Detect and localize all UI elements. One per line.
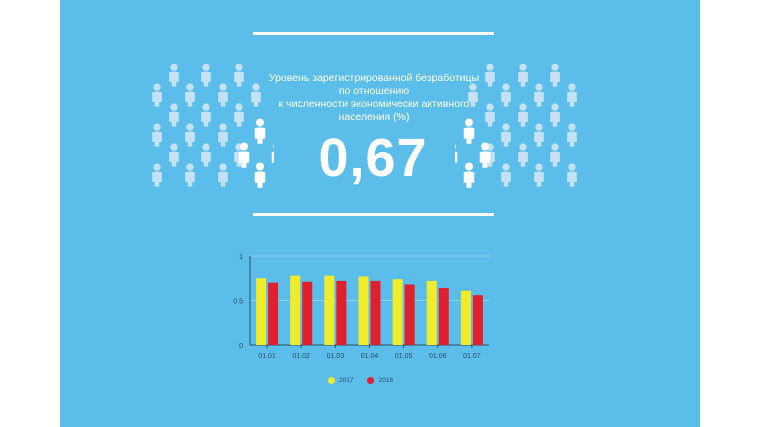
bar-2017-01.07 <box>460 290 471 345</box>
person-icon <box>254 162 266 188</box>
legend-label-2017: 2017 <box>339 376 354 384</box>
bar-2017-01.02 <box>290 275 301 345</box>
person-icon <box>234 103 244 127</box>
bar-2018-01.05 <box>404 284 415 345</box>
title-line: населения (%) <box>338 111 410 123</box>
person-icon <box>567 123 577 147</box>
person-icon <box>468 83 478 107</box>
chart-legend: 2017 2018 <box>328 374 407 386</box>
person-icon <box>567 83 577 107</box>
person-icon <box>518 103 528 127</box>
person-icon <box>152 123 162 147</box>
bar-2018-01.04 <box>370 280 381 345</box>
legend-swatch-2018 <box>367 376 375 384</box>
person-icon <box>152 83 162 107</box>
person-icon <box>169 64 179 87</box>
bar-2017-01.06 <box>426 280 437 345</box>
person-icon <box>455 143 458 163</box>
indicator-value: 0,67 <box>318 128 428 188</box>
x-tick-label: 01.02 <box>292 353 310 360</box>
person-icon <box>218 83 228 107</box>
person-icon <box>234 64 244 87</box>
x-tick-label: 01.01 <box>258 353 276 360</box>
person-icon <box>501 123 511 147</box>
person-icon <box>201 103 211 127</box>
person-icon <box>550 64 560 87</box>
bar-2017-01.05 <box>392 279 403 345</box>
person-icon <box>485 64 495 87</box>
person-icon <box>185 163 195 187</box>
person-icon <box>201 143 211 167</box>
person-icon <box>501 83 511 107</box>
legend-item-2018: 2018 <box>367 376 393 384</box>
person-icon <box>534 163 544 187</box>
person-icon <box>238 142 250 168</box>
person-icon <box>501 163 511 187</box>
title-line: Уровень зарегистрированной безработицы <box>268 72 480 84</box>
person-icon <box>534 83 544 107</box>
title-line: к численности экономически активного <box>278 98 470 110</box>
bar-2017-01.01 <box>256 278 267 345</box>
bar-2017-01.03 <box>324 275 335 345</box>
x-tick-label: 01.06 <box>429 353 447 360</box>
legend-label-2018: 2018 <box>378 376 393 384</box>
person-icon <box>251 83 261 107</box>
x-tick-label: 01.05 <box>395 353 413 360</box>
bar-2018-01.07 <box>472 295 483 345</box>
y-tick-label: 0 <box>239 343 243 350</box>
person-icon <box>567 163 577 187</box>
person-icon <box>485 103 495 127</box>
person-icon <box>518 143 528 167</box>
person-icon <box>185 83 195 107</box>
bar-2018-01.06 <box>438 288 449 345</box>
x-tick-label: 01.07 <box>463 353 481 360</box>
person-icon <box>169 103 179 127</box>
person-icon <box>218 123 228 147</box>
people-crowd-right <box>455 64 577 188</box>
person-icon <box>152 163 162 187</box>
bar-2018-01.01 <box>268 282 279 345</box>
person-icon <box>463 162 475 188</box>
person-icon <box>218 163 228 187</box>
person-icon <box>463 118 475 144</box>
person-icon <box>254 118 266 144</box>
bar-2017-01.04 <box>358 276 369 345</box>
bottom-divider <box>253 213 494 216</box>
person-icon <box>479 142 491 168</box>
y-tick-label: 0.5 <box>233 299 243 306</box>
legend-swatch-2017 <box>328 376 335 384</box>
person-icon <box>185 123 195 147</box>
person-icon <box>518 64 528 87</box>
person-icon <box>550 103 560 127</box>
bar-2018-01.02 <box>302 281 313 345</box>
person-icon <box>534 123 544 147</box>
indicator-title: Уровень зарегистрированной безработицы п… <box>268 72 480 124</box>
person-icon <box>169 143 179 167</box>
y-tick-label: 1 <box>239 254 243 261</box>
person-icon <box>201 64 211 87</box>
legend-item-2017: 2017 <box>328 376 354 384</box>
bar-chart: 0 0.5 1 01.01 01.02 01.03 01.04 01.05 01.06 01.07 <box>233 254 489 360</box>
person-icon <box>550 143 560 167</box>
x-tick-label: 01.03 <box>327 353 345 360</box>
people-crowd-left <box>152 64 274 188</box>
person-icon <box>271 143 274 163</box>
bar-2018-01.03 <box>336 280 347 345</box>
title-line: по отношению <box>338 85 410 97</box>
top-divider <box>253 32 494 35</box>
x-tick-label: 01.04 <box>361 353 379 360</box>
